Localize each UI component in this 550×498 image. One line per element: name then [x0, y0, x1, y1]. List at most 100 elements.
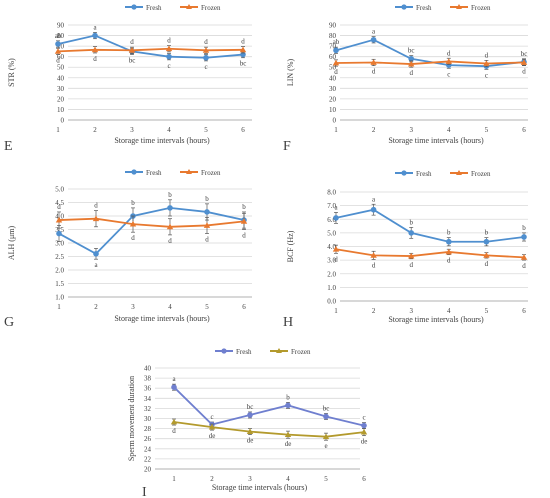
- data-point-frozen: [408, 60, 415, 67]
- x-tick-label: 5: [324, 475, 328, 483]
- y-tick-label: 50: [57, 64, 65, 72]
- panel-letter: E: [4, 139, 13, 154]
- x-tick-label: 4: [447, 126, 451, 134]
- data-point-frozen: [239, 46, 247, 53]
- chart-panel-g: 1.0 1.5 2.0 2.5 3.0 3.5 4.0 4.5 5.0 1 2 3 4 5 6 Storage…: [4, 169, 252, 330]
- y-tick-label: 90: [57, 22, 65, 30]
- data-point-frozen: [165, 45, 173, 52]
- y-tick-label: 5.0: [327, 229, 336, 237]
- series-line-fresh: [58, 206, 245, 255]
- x-tick-label: 2: [210, 475, 214, 483]
- y-tick-label: 10: [329, 106, 337, 114]
- x-tick-label: 6: [241, 126, 245, 134]
- y-tick-label: 60: [329, 53, 337, 61]
- y-tick-label: 70: [57, 43, 65, 51]
- legend-marker: [131, 4, 137, 10]
- y-tick-label: 80: [57, 32, 65, 40]
- data-point-frozen: [246, 428, 254, 435]
- significance-label: d: [522, 262, 526, 270]
- legend-marker: [221, 348, 227, 354]
- x-tick-label: 4: [168, 303, 172, 311]
- x-tick-label: 5: [205, 303, 209, 311]
- data-point-frozen: [208, 423, 216, 430]
- y-tick-label: 6.0: [327, 216, 336, 224]
- significance-label: a: [334, 203, 338, 211]
- series-line-frozen: [335, 248, 525, 259]
- significance-label: a: [372, 195, 376, 203]
- series-line-fresh: [173, 386, 365, 427]
- y-tick-label: 24: [144, 445, 152, 453]
- legend-marker: [186, 169, 192, 174]
- series-line-fresh: [335, 208, 525, 243]
- legend-marker: [276, 348, 282, 353]
- y-tick-label: 34: [144, 395, 152, 403]
- x-tick-label: 1: [172, 475, 176, 483]
- data-point-fresh: [93, 251, 99, 257]
- data-point-frozen: [408, 252, 415, 259]
- y-tick-label: 50: [329, 64, 337, 72]
- significance-label: b: [205, 195, 209, 203]
- data-point-fresh: [408, 55, 415, 62]
- significance-label: c: [362, 414, 365, 422]
- x-tick-label: 1: [56, 126, 60, 134]
- y-tick-label: 40: [57, 74, 65, 82]
- data-point-fresh: [92, 32, 98, 39]
- significance-label: b: [131, 199, 135, 207]
- x-tick-label: 4: [286, 475, 290, 483]
- data-point-frozen: [91, 46, 99, 53]
- significance-label: d: [130, 38, 134, 46]
- significance-label: b: [242, 203, 246, 211]
- x-tick-label: 6: [522, 126, 526, 134]
- x-tick-label: 2: [94, 303, 98, 311]
- y-tick-label: 1.5: [55, 280, 64, 288]
- legend-label: Frozen: [291, 348, 311, 356]
- significance-label: d: [522, 68, 526, 76]
- y-tick-label: 30: [329, 85, 337, 93]
- data-point-frozen: [170, 418, 178, 425]
- significance-label: de: [285, 440, 292, 448]
- legend-marker: [456, 170, 462, 175]
- y-tick-label: 4.0: [327, 243, 336, 251]
- y-tick-label: 2.5: [55, 253, 64, 261]
- significance-label: d: [447, 49, 451, 57]
- data-point-frozen: [370, 252, 377, 258]
- y-tick-label: 22: [144, 455, 152, 463]
- y-tick-label: 2.0: [327, 270, 336, 278]
- significance-label: d: [57, 203, 61, 211]
- y-tick-label: 8.0: [327, 189, 336, 197]
- significance-label: d: [334, 68, 338, 76]
- data-point-frozen: [55, 216, 63, 223]
- y-axis-title: STR (%): [7, 58, 16, 87]
- significance-label: c: [447, 70, 450, 78]
- significance-label: b: [485, 229, 489, 237]
- y-tick-label: 10: [57, 106, 65, 114]
- x-tick-label: 1: [334, 307, 338, 315]
- data-point-frozen: [166, 223, 174, 230]
- significance-label: bc: [408, 47, 415, 55]
- legend-label: Fresh: [416, 170, 432, 178]
- significance-label: d: [372, 68, 376, 76]
- significance-label: d: [204, 38, 208, 46]
- y-tick-label: 30: [57, 85, 65, 93]
- data-point-fresh: [166, 53, 172, 60]
- significance-label: e: [324, 442, 327, 450]
- y-tick-label: 4.0: [55, 213, 64, 221]
- legend-marker: [401, 170, 407, 176]
- y-tick-label: 90: [329, 22, 337, 30]
- significance-label: bc: [129, 57, 136, 65]
- significance-label: c: [167, 62, 170, 70]
- y-axis-title: ALH (μm): [7, 226, 16, 261]
- y-tick-label: 2.0: [55, 267, 64, 275]
- significance-label: d: [242, 232, 246, 240]
- x-tick-label: 5: [485, 126, 489, 134]
- significance-label: bc: [247, 403, 254, 411]
- y-tick-label: 30: [144, 415, 152, 423]
- data-point-frozen: [92, 215, 100, 222]
- data-point-frozen: [322, 433, 330, 440]
- data-point-frozen: [240, 218, 248, 224]
- significance-label: b: [286, 393, 290, 401]
- legend-marker: [456, 4, 462, 9]
- x-tick-label: 1: [334, 126, 338, 134]
- legend-label: Fresh: [146, 169, 162, 177]
- significance-label: a: [372, 28, 376, 36]
